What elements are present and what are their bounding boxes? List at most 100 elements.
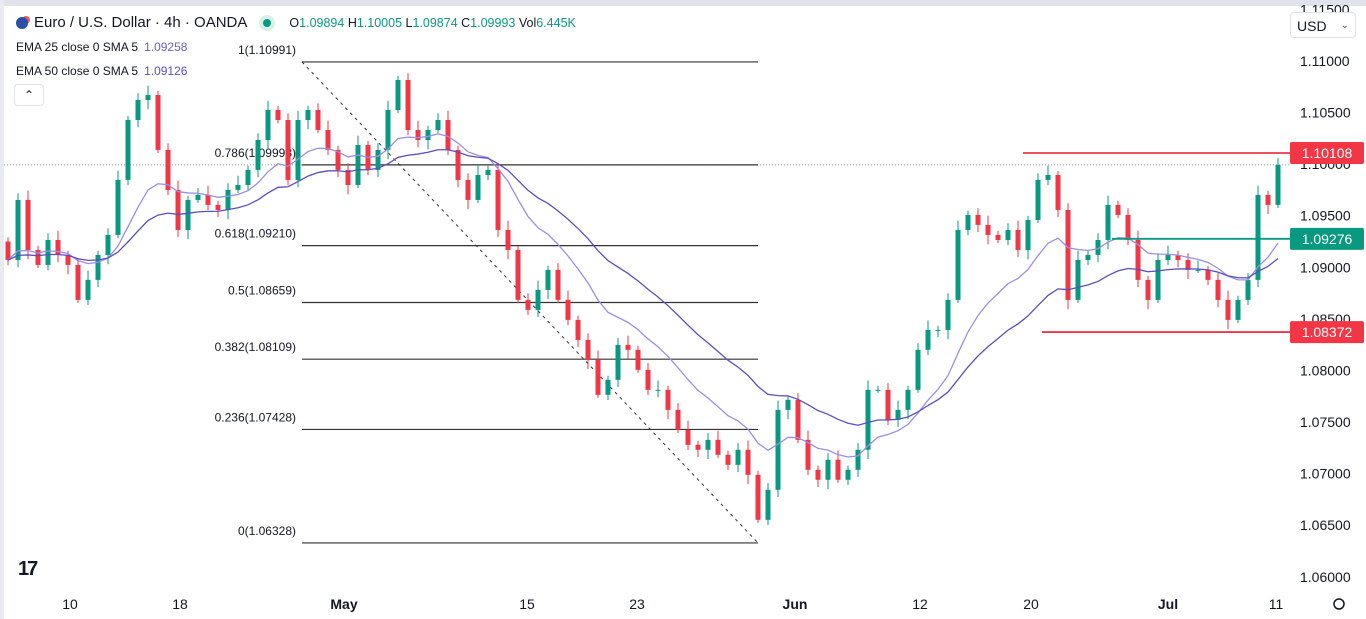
time-tick-label: Jun: [783, 596, 808, 612]
low-value: 1.09874: [412, 15, 458, 30]
candle-body: [1185, 259, 1191, 270]
candle-body: [935, 329, 941, 331]
price-tick-label: 1.10500: [1300, 105, 1351, 121]
candle-body: [185, 199, 191, 230]
candle-body: [695, 444, 701, 450]
candle-body: [1165, 254, 1171, 260]
candle-body: [785, 399, 791, 410]
close-value: 1.09993: [470, 15, 516, 30]
candle-body: [175, 189, 181, 230]
candle-body: [835, 459, 841, 480]
candle-body: [985, 224, 991, 235]
candle-body: [95, 254, 101, 280]
candle-body: [345, 169, 351, 185]
candle-body: [945, 299, 951, 330]
ema-25-line: [7, 133, 1279, 458]
candle-body: [665, 389, 671, 410]
indicator-label: EMA 50 close 0 SMA 5: [16, 64, 139, 78]
candle-body: [1065, 209, 1071, 300]
candle-body: [145, 95, 151, 100]
candle-body: [865, 389, 871, 450]
candle-body: [795, 399, 801, 440]
open-label: O: [289, 15, 300, 30]
indicator-ema50[interactable]: EMA 50 close 0 SMA 5 1.09126: [16, 64, 187, 78]
candle-body: [355, 144, 361, 185]
candle-body: [585, 339, 591, 360]
candle-body: [625, 344, 631, 350]
candle-body: [825, 459, 831, 480]
candle-body: [705, 439, 711, 450]
candle-body: [85, 279, 91, 300]
candle-body: [1045, 174, 1051, 180]
candle-body: [435, 120, 441, 131]
candle-body: [1015, 229, 1021, 250]
candle-body: [305, 109, 311, 121]
candle-body: [285, 120, 291, 180]
price-label-text: 1.10108: [1302, 145, 1353, 161]
candle-body: [725, 454, 731, 465]
tradingview-logo[interactable]: 17: [18, 558, 38, 580]
candle-body: [25, 199, 31, 250]
time-tick-label: 10: [62, 596, 78, 612]
time-tick-label: Jul: [1158, 596, 1178, 612]
currency-flag-icon: [16, 16, 28, 29]
candle-body: [245, 169, 251, 185]
symbol-title[interactable]: Euro / U.S. Dollar · 4h · OANDA: [34, 14, 248, 31]
candle-body: [1055, 174, 1061, 210]
candle-body: [105, 234, 111, 255]
candle-body: [1255, 194, 1261, 280]
volume-value: 6.445K: [536, 15, 576, 30]
candle-body: [1115, 204, 1121, 215]
close-label: C: [461, 15, 471, 30]
candle-body: [325, 130, 331, 150]
candle-body: [565, 299, 571, 320]
candle-body: [755, 474, 761, 520]
open-value: 1.09894: [299, 15, 345, 30]
candle-body: [895, 409, 901, 420]
fib-level-label: 0(1.06328): [238, 524, 296, 538]
candle-body: [1125, 214, 1131, 240]
candle-body: [925, 329, 931, 350]
left-border: [0, 0, 4, 619]
collapse-indicators-button[interactable]: ⌃: [14, 84, 44, 106]
market-status-icon: [263, 18, 272, 27]
candle-body: [65, 254, 71, 265]
fib-level-label: 0.786(1.09993): [215, 146, 296, 160]
candle-body: [765, 489, 771, 520]
price-label-badge: [1290, 321, 1364, 344]
candle-body: [685, 429, 691, 445]
candle-body: [1215, 279, 1221, 300]
candle-body: [805, 439, 811, 470]
candle-body: [615, 344, 621, 380]
candle-body: [675, 409, 681, 430]
candle-body: [1145, 279, 1151, 300]
volume-label: Vol: [518, 15, 537, 30]
candle-body: [635, 349, 641, 370]
time-tick-label: May: [330, 596, 357, 612]
candle-body: [1275, 164, 1281, 205]
candle-body: [505, 229, 511, 250]
fib-level-label: 0.618(1.09210): [215, 227, 296, 241]
candle-body: [525, 299, 531, 310]
candle-body: [655, 389, 661, 391]
price-tick-label: 1.07000: [1300, 466, 1351, 482]
candle-body: [225, 189, 231, 210]
chevron-up-icon: ⌃: [23, 88, 35, 102]
price-tick-label: 1.06000: [1300, 569, 1351, 585]
candle-body: [405, 79, 411, 131]
indicator-ema25[interactable]: EMA 25 close 0 SMA 5 1.09258: [16, 40, 187, 54]
candle-body: [315, 109, 321, 131]
candle-body: [495, 169, 501, 230]
candle-body: [545, 269, 551, 290]
price-tick-label: 1.09000: [1300, 259, 1351, 275]
candle-body: [395, 79, 401, 110]
currency-select[interactable]: USD ⌄: [1290, 12, 1356, 38]
candle-body: [275, 109, 281, 121]
settings-icon: [1333, 598, 1345, 610]
candle-body: [155, 95, 161, 150]
ema-50-line: [7, 149, 1279, 426]
candle-body: [445, 120, 451, 150]
candle-body: [415, 130, 421, 141]
candle-body: [715, 439, 721, 455]
